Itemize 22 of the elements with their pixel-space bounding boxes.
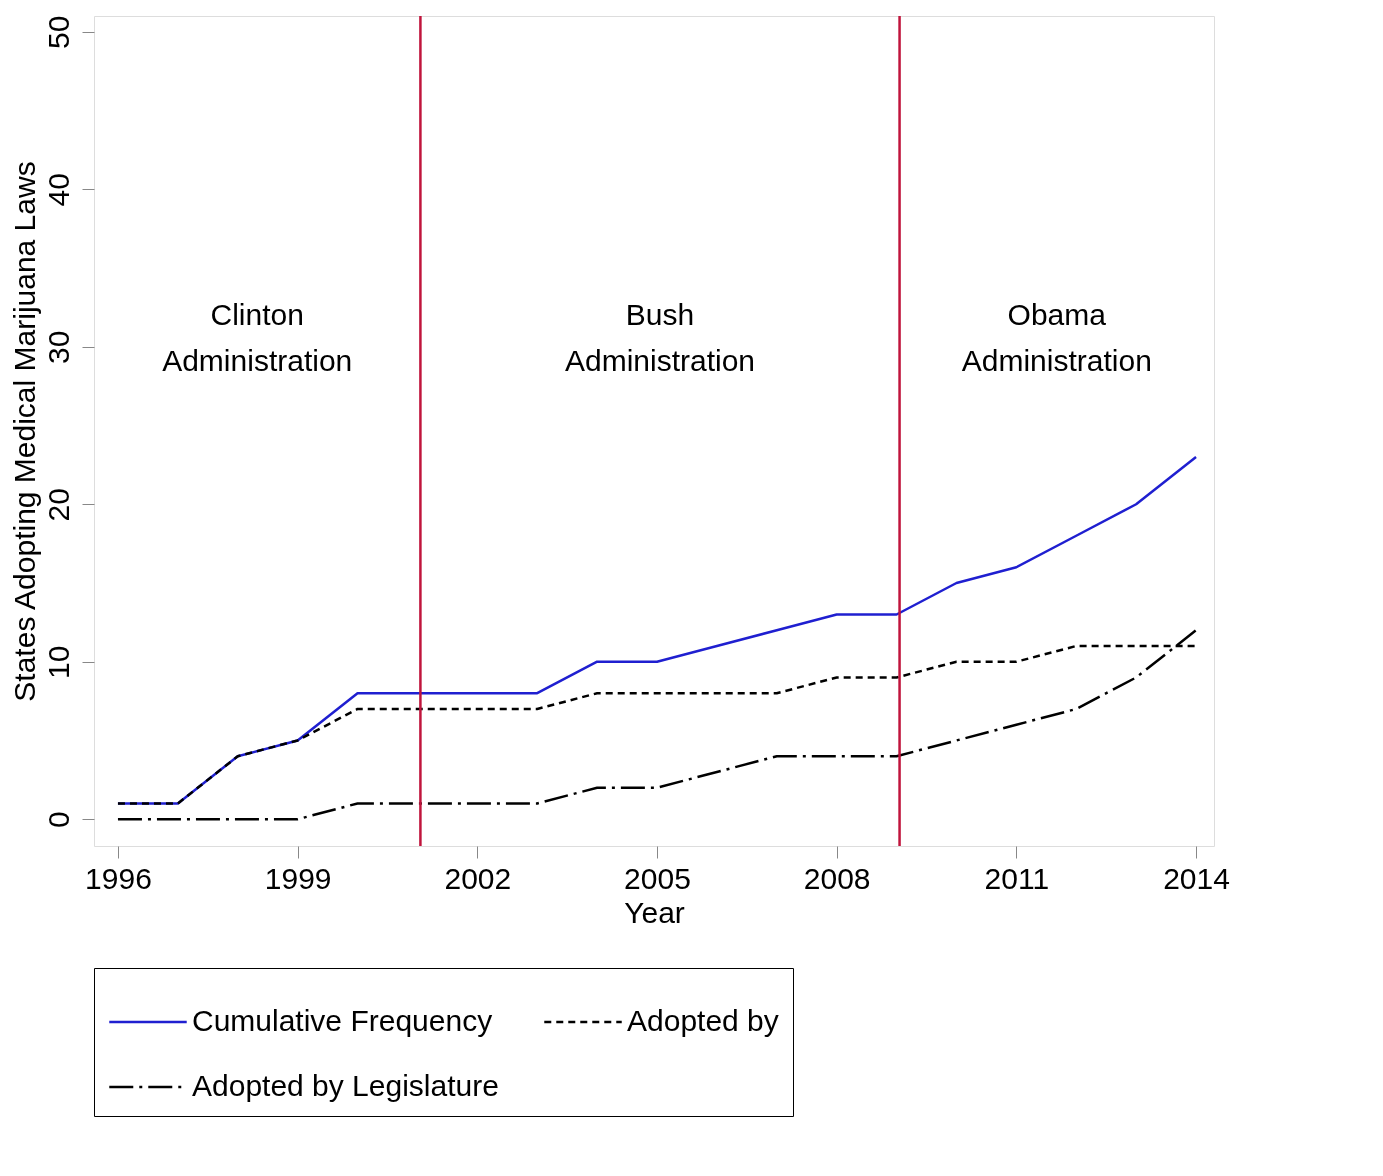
line-series	[116, 628, 1198, 821]
x-tick-label: 2014	[1163, 861, 1230, 895]
y-tick-label: 10	[41, 645, 75, 679]
x-tick-label: 2005	[624, 861, 691, 895]
x-tick-label: 2002	[444, 861, 512, 895]
legend-label: Adopted by	[627, 1004, 779, 1037]
y-tick-label: 20	[41, 488, 75, 522]
y-tick-label: 0	[41, 811, 75, 829]
x-axis-title: Year	[624, 895, 685, 929]
y-tick-label: 30	[41, 330, 75, 364]
annotation: Bush Administration	[564, 298, 756, 377]
annotation: Clinton Administration	[162, 298, 353, 377]
x-tick-label: 2008	[803, 861, 871, 895]
x-tick-label: 1996	[85, 861, 152, 895]
y-tick-label: 50	[41, 15, 75, 49]
annotation: Obama Administration	[961, 298, 1152, 377]
x-tick-label: 2011	[984, 861, 1050, 895]
y-axis-title: States Adopting Medical Marijuana Laws	[7, 161, 41, 702]
x-tick-label: 1999	[264, 861, 332, 895]
y-tick-label: 40	[41, 173, 75, 207]
legend-label: Adopted by Legislature	[192, 1069, 499, 1102]
legend-label: Cumulative Frequency	[192, 1004, 493, 1037]
